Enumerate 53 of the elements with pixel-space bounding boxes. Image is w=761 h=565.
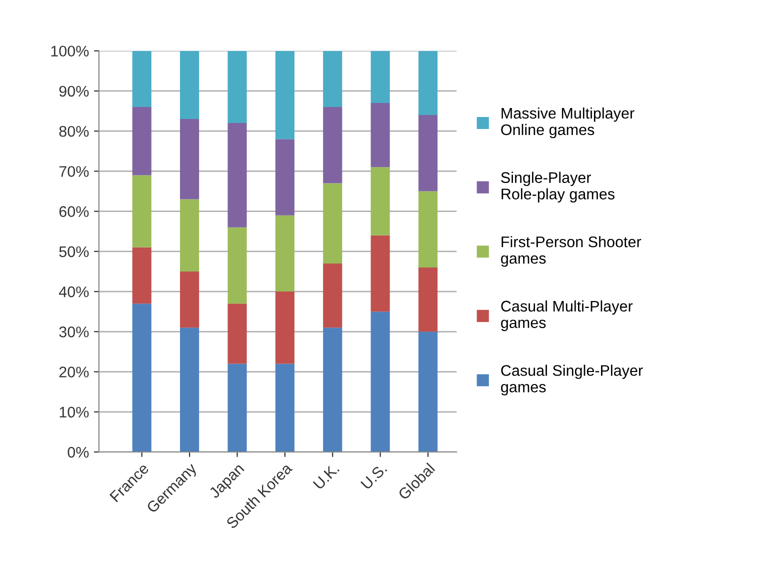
bar [228,227,247,304]
y-tick-label: 40% [58,286,89,298]
x-tick-label: U.K. [312,463,340,490]
bar [180,199,200,272]
bar [370,103,390,168]
y-tick-label: 0% [68,446,89,458]
bar [180,271,200,328]
bar [132,175,152,248]
bar [228,364,247,452]
bar [323,183,342,264]
bar [323,263,342,328]
y-tick-label: 30% [59,326,89,338]
bar [275,50,294,140]
bar [418,191,438,268]
bar [323,50,342,108]
bar [275,364,294,452]
bar [323,107,342,184]
y-tick-label: 10% [60,406,89,418]
bar [275,215,294,292]
bar [132,107,152,176]
bar [132,247,152,304]
bar [418,50,438,116]
bar [180,119,200,200]
y-tick-label: 90% [59,86,89,97]
y-tick-label: 20% [59,366,89,378]
bar [370,312,390,452]
legend-label: Casual Single-Player games [501,364,643,396]
bar [228,123,247,228]
legend-label: Massive Multiplayer Online games [501,107,634,138]
y-tick-label: 80% [59,126,89,137]
bar [132,304,152,452]
legend-label: First-Person Shooter games [501,236,642,267]
x-tick-label: U.S. [360,462,388,490]
legend-label: Casual Multi-Player games [501,300,633,332]
bar [180,50,200,120]
bar [370,167,390,236]
y-tick-label: 50% [59,246,89,258]
bar [132,50,152,108]
y-tick-label: 70% [59,166,89,177]
bar [418,267,438,332]
bar [418,332,438,452]
bar [275,292,294,364]
y-tick-label: 60% [59,206,89,217]
y-tick-label: 100% [51,46,89,57]
bar [370,50,390,103]
bar [228,50,247,124]
bar [323,328,342,452]
legend-label: Single-Player Role-play games [501,172,615,202]
bar [418,115,438,192]
bar [180,328,200,452]
bar [228,304,247,364]
bar [370,235,390,312]
bar [275,139,294,216]
